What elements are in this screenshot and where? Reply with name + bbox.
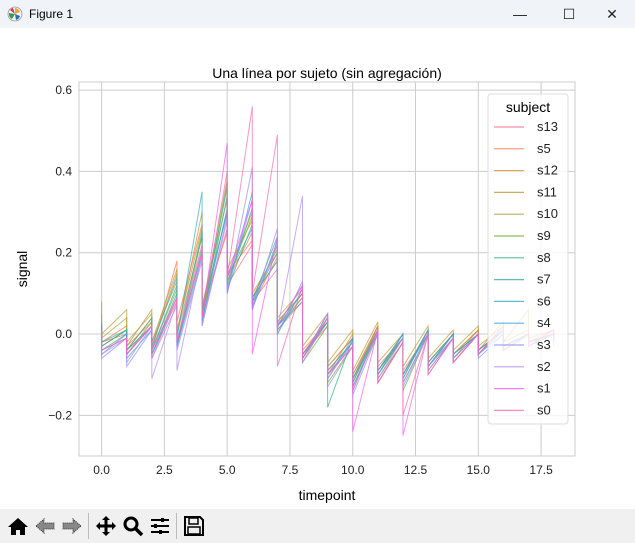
- y-tick-label: 0.4: [55, 164, 72, 178]
- y-tick-label: 0.2: [55, 246, 72, 260]
- x-tick-label: 0.0: [93, 463, 110, 477]
- legend: subject s13 s5 s12 s11 s10 s9 s8 s7 s6 s4 s3 s2 s1 s0: [487, 93, 569, 425]
- y-axis-label: signal: [14, 251, 30, 288]
- legend-entry: s9: [537, 228, 551, 243]
- toolbar-separator: [176, 513, 177, 539]
- legend-entry: s3: [537, 337, 551, 352]
- legend-entry: s5: [537, 141, 551, 156]
- x-axis-label: timepoint: [299, 487, 356, 503]
- save-icon: [183, 516, 204, 536]
- close-button[interactable]: ✕: [606, 5, 618, 22]
- y-tick-label: 0.6: [55, 83, 72, 97]
- back-icon: [34, 517, 54, 535]
- legend-entry: s0: [537, 402, 551, 417]
- zoom-icon: [123, 516, 143, 537]
- y-tick-label: −0.2: [48, 408, 72, 422]
- zoom-button[interactable]: [119, 511, 146, 541]
- legend-entry: s6: [537, 293, 551, 308]
- matplotlib-logo-icon: [7, 6, 23, 22]
- title-bar: Figure 1 — ☐ ✕: [0, 0, 635, 28]
- maximize-button[interactable]: ☐: [562, 5, 576, 22]
- pan-icon: [95, 516, 116, 536]
- legend-entry: s4: [537, 315, 551, 330]
- legend-title: subject: [506, 99, 550, 115]
- home-icon: [7, 518, 28, 535]
- series-line-s0: [101, 106, 555, 416]
- navigation-toolbar: [0, 509, 635, 543]
- pan-button[interactable]: [92, 511, 119, 541]
- figure-canvas[interactable]: 0.0 2.5 5.0 7.5 10.0 12.5 15.0 17.5 −0.2 0.0 0.2 0.…: [0, 28, 635, 509]
- x-tick-label: 15.0: [467, 463, 491, 477]
- x-tick-label: 12.5: [404, 463, 428, 477]
- legend-entry: s13: [537, 119, 558, 134]
- home-button[interactable]: [4, 511, 31, 541]
- legend-entry: s11: [537, 184, 557, 199]
- toolbar-separator: [88, 513, 89, 539]
- back-button[interactable]: [31, 511, 58, 541]
- axes-frame: [78, 81, 576, 457]
- legend-entry: s8: [537, 250, 551, 265]
- configure-subplots-icon: [150, 518, 169, 534]
- legend-entry: s7: [537, 272, 551, 287]
- save-button[interactable]: [180, 511, 207, 541]
- x-tick-label: 17.5: [529, 463, 553, 477]
- chart-title: Una línea por sujeto (sin agregación): [212, 65, 442, 81]
- tick-labels: 0.0 2.5 5.0 7.5 10.0 12.5 15.0 17.5 −0.2 0.0 0.2 0.…: [48, 83, 553, 477]
- x-tick-label: 10.0: [341, 463, 365, 477]
- configure-subplots-button[interactable]: [146, 511, 173, 541]
- x-tick-label: 5.0: [219, 463, 236, 477]
- x-tick-label: 2.5: [156, 463, 173, 477]
- minimize-button[interactable]: —: [513, 6, 527, 22]
- series-lines: [101, 106, 555, 436]
- y-tick-label: 0.0: [55, 327, 72, 341]
- x-tick-label: 7.5: [282, 463, 299, 477]
- window-title: Figure 1: [29, 7, 74, 21]
- legend-entry: s2: [537, 359, 551, 374]
- legend-entry: s1: [537, 381, 551, 396]
- legend-entry: s12: [537, 163, 558, 178]
- forward-icon: [62, 517, 82, 535]
- legend-entry: s10: [537, 206, 558, 221]
- forward-button[interactable]: [58, 511, 85, 541]
